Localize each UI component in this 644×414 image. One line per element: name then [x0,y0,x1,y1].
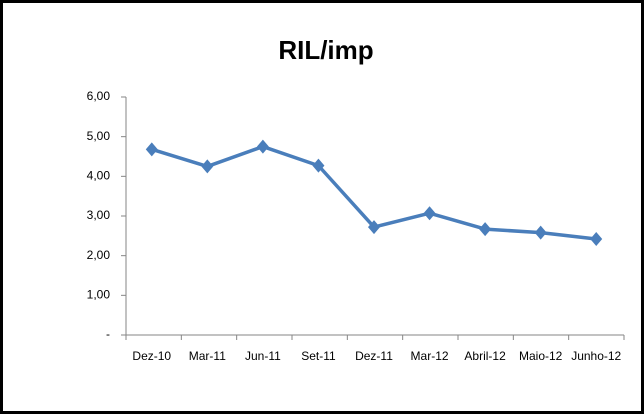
y-tick-label: 5,00 [87,129,111,143]
marker [479,222,492,237]
y-tick-label: 1,00 [87,288,111,302]
y-tick-label: 6,00 [87,89,111,103]
chart-title: RIL/imp [278,35,373,65]
x-tick-label: Jun-11 [245,349,281,363]
marker [201,159,214,174]
marker [312,158,325,173]
y-tick-label: 4,00 [87,169,111,183]
marker [368,220,380,235]
x-tick-label: Mar-11 [189,349,226,363]
marker [534,225,547,240]
marker [590,232,603,247]
x-tick-label: Dez-10 [132,349,171,363]
x-tick-label: Abril-12 [464,349,506,363]
y-tick-label: - [106,327,110,341]
marker [145,142,158,157]
marker [256,139,269,154]
x-tick-label: Mar-12 [411,349,449,363]
marker [423,206,436,221]
x-tick-label: Dez-11 [355,349,393,363]
y-tick-label: 3,00 [87,208,111,222]
x-tick-label: Junho-12 [571,349,621,363]
x-tick-label: Maio-12 [519,349,563,363]
y-tick-label: 2,00 [87,248,111,262]
x-tick-label: Set-11 [301,349,336,363]
